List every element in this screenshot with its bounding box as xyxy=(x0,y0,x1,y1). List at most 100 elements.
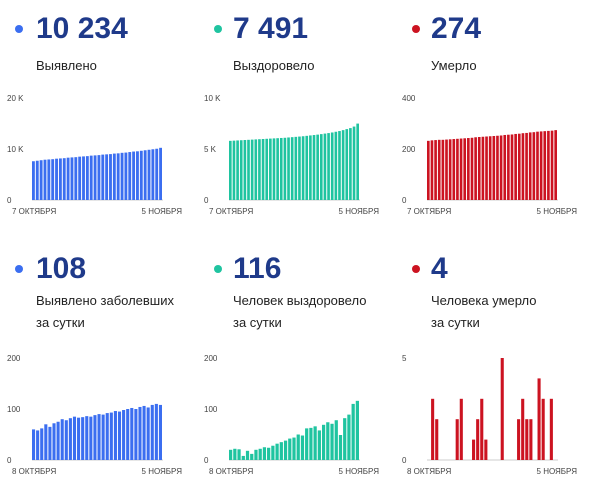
bar xyxy=(292,437,296,460)
bar xyxy=(347,414,351,460)
bar xyxy=(521,398,525,460)
bar xyxy=(239,140,243,200)
x-tick-label-start: 7 ОКТЯБРЯ xyxy=(209,207,253,216)
bar xyxy=(243,140,247,200)
bar xyxy=(32,161,35,200)
bar xyxy=(452,139,456,200)
bar xyxy=(112,153,116,200)
bar xyxy=(309,427,313,460)
bar xyxy=(525,132,528,200)
bar xyxy=(312,135,316,200)
bar xyxy=(113,411,117,460)
bar xyxy=(499,135,503,200)
stat-label: Выявлено заболевших за сутки xyxy=(36,290,174,334)
bar xyxy=(109,154,112,200)
legend-dot xyxy=(214,25,222,33)
bar xyxy=(441,139,445,200)
bar xyxy=(143,150,147,200)
bar xyxy=(56,421,60,460)
x-tick-label-start: 8 ОКТЯБРЯ xyxy=(12,467,56,476)
bar xyxy=(305,428,309,460)
bar xyxy=(485,136,488,200)
bar xyxy=(236,140,239,200)
bar xyxy=(287,137,290,200)
stat-label-line: Человек выздоровело xyxy=(233,293,367,308)
stat-label-line: Выздоровело xyxy=(233,58,315,73)
bar xyxy=(279,137,283,200)
bar xyxy=(492,136,496,200)
bar xyxy=(97,155,101,200)
bar xyxy=(241,455,245,460)
bar xyxy=(70,157,74,200)
bar xyxy=(81,417,85,460)
bar xyxy=(427,140,430,200)
bar xyxy=(463,138,467,200)
bar xyxy=(532,132,536,200)
bar xyxy=(85,156,89,200)
bar xyxy=(130,407,134,460)
legend-dot xyxy=(15,265,23,273)
bar xyxy=(271,445,275,460)
bar xyxy=(254,139,258,200)
bar xyxy=(154,403,158,460)
x-tick-label-end: 5 НОЯБРЯ xyxy=(537,467,578,476)
bar xyxy=(500,358,504,460)
x-tick-label-start: 8 ОКТЯБРЯ xyxy=(209,467,253,476)
bar xyxy=(356,123,359,200)
y-tick-label: 10 K xyxy=(204,94,221,103)
y-tick-label: 0 xyxy=(402,196,407,205)
bar xyxy=(72,416,77,460)
bar xyxy=(541,398,545,460)
bar xyxy=(480,398,484,460)
bar xyxy=(68,418,72,460)
chart: 5 08 ОКТЯБРЯ 5 НОЯБРЯ xyxy=(402,354,578,476)
bar xyxy=(481,136,485,200)
bar xyxy=(233,448,237,460)
bar xyxy=(132,151,136,200)
bar xyxy=(550,130,554,200)
stat-label-line: за сутки xyxy=(233,315,282,330)
x-tick-label-start: 8 ОКТЯБРЯ xyxy=(407,467,451,476)
bar xyxy=(66,157,70,200)
bar xyxy=(89,155,93,200)
x-tick-label-end: 5 НОЯБРЯ xyxy=(537,207,578,216)
daily-value: 4 xyxy=(431,252,448,285)
bar xyxy=(279,442,283,460)
bar xyxy=(536,131,539,200)
y-tick-label: 10 K xyxy=(7,145,24,154)
bar xyxy=(435,419,439,460)
bar xyxy=(327,133,330,200)
bar xyxy=(467,138,470,200)
bar xyxy=(39,160,43,200)
bar xyxy=(82,156,85,200)
bar xyxy=(269,138,272,200)
bar xyxy=(134,409,138,460)
stat-label-line: Выявлено xyxy=(36,58,97,73)
bar xyxy=(229,449,233,460)
bar xyxy=(258,139,261,200)
bar xyxy=(298,136,301,200)
bar xyxy=(470,137,474,200)
bar xyxy=(147,149,151,200)
bar xyxy=(334,131,338,200)
bar xyxy=(294,136,298,200)
bar xyxy=(136,151,139,200)
bar xyxy=(101,154,105,200)
bar xyxy=(245,450,250,460)
bar xyxy=(272,138,276,200)
bar xyxy=(77,417,81,460)
total-value: 7 491 xyxy=(233,12,309,45)
chart: 10 K 5 K 07 ОКТЯБРЯ 5 НОЯБРЯ xyxy=(204,94,379,216)
y-tick-label: 200 xyxy=(402,145,416,154)
bar xyxy=(437,139,441,200)
bar xyxy=(97,414,101,460)
stat-label-line: Умерло xyxy=(431,58,477,73)
bar xyxy=(116,153,120,200)
bar xyxy=(124,152,128,200)
bar xyxy=(52,423,56,460)
bar xyxy=(459,138,463,200)
bar xyxy=(93,155,97,201)
bar xyxy=(105,413,109,460)
bar xyxy=(138,406,142,460)
